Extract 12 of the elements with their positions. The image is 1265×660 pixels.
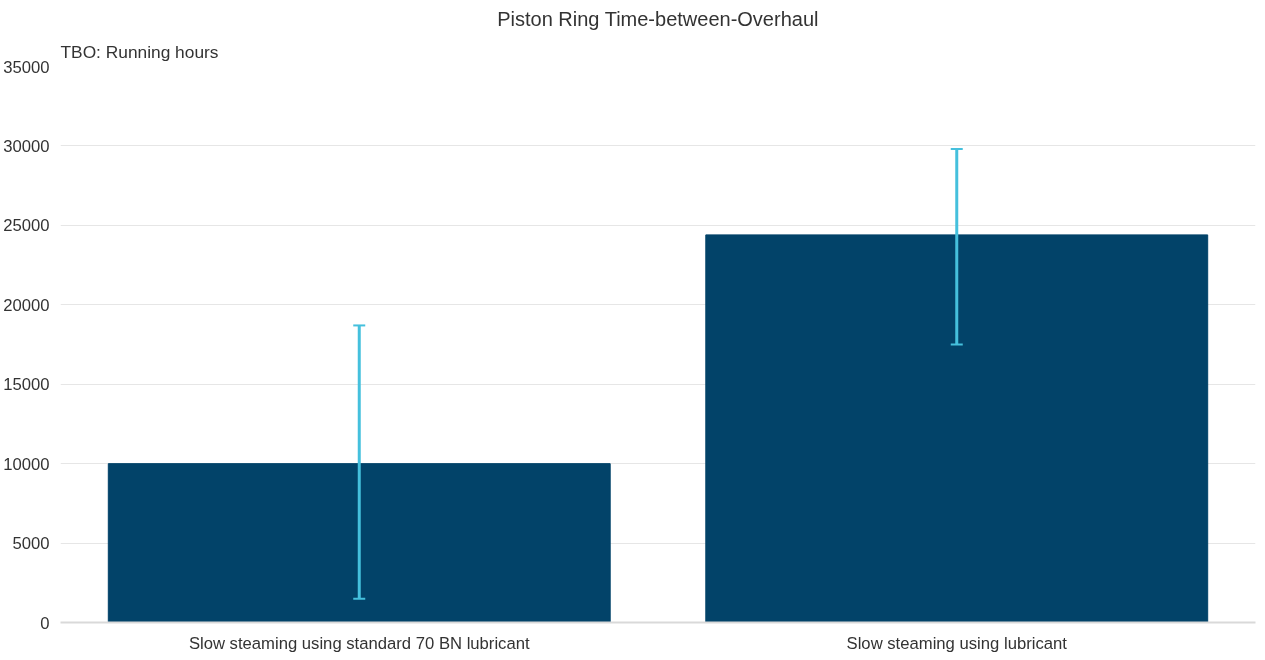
y-tick-label: 10000 (3, 454, 50, 474)
y-tick-label: 15000 (3, 375, 50, 395)
y-tick-label: 25000 (3, 216, 50, 236)
x-tick-label: Slow steaming using standard 70 BN lubricant (188, 633, 530, 653)
x-tick-label: Slow steaming using lubricant (846, 633, 1068, 653)
y-tick-label: 35000 (3, 57, 50, 77)
y-axis-title: TBO: Running hours (60, 41, 219, 62)
y-tick-label: 0 (40, 613, 50, 633)
y-tick-label: 30000 (3, 136, 50, 156)
y-tick-label: 20000 (3, 295, 50, 315)
y-tick-label: 5000 (12, 534, 50, 554)
chart-title: Piston Ring Time-between-Overhaul (497, 7, 819, 30)
